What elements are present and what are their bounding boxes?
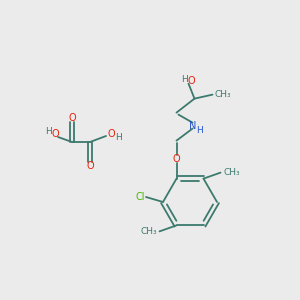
Text: Cl: Cl [135,192,145,202]
Text: O: O [188,76,195,85]
Text: O: O [86,161,94,171]
Text: O: O [51,129,59,139]
Text: O: O [68,113,76,123]
Text: H: H [45,127,51,136]
Text: O: O [107,129,115,139]
Text: N: N [189,121,196,130]
Text: O: O [173,154,180,164]
Text: H: H [196,126,203,135]
Text: CH₃: CH₃ [214,90,231,99]
Text: H: H [116,133,122,142]
Text: H: H [181,75,188,84]
Text: CH₃: CH₃ [140,227,157,236]
Text: CH₃: CH₃ [223,168,240,177]
